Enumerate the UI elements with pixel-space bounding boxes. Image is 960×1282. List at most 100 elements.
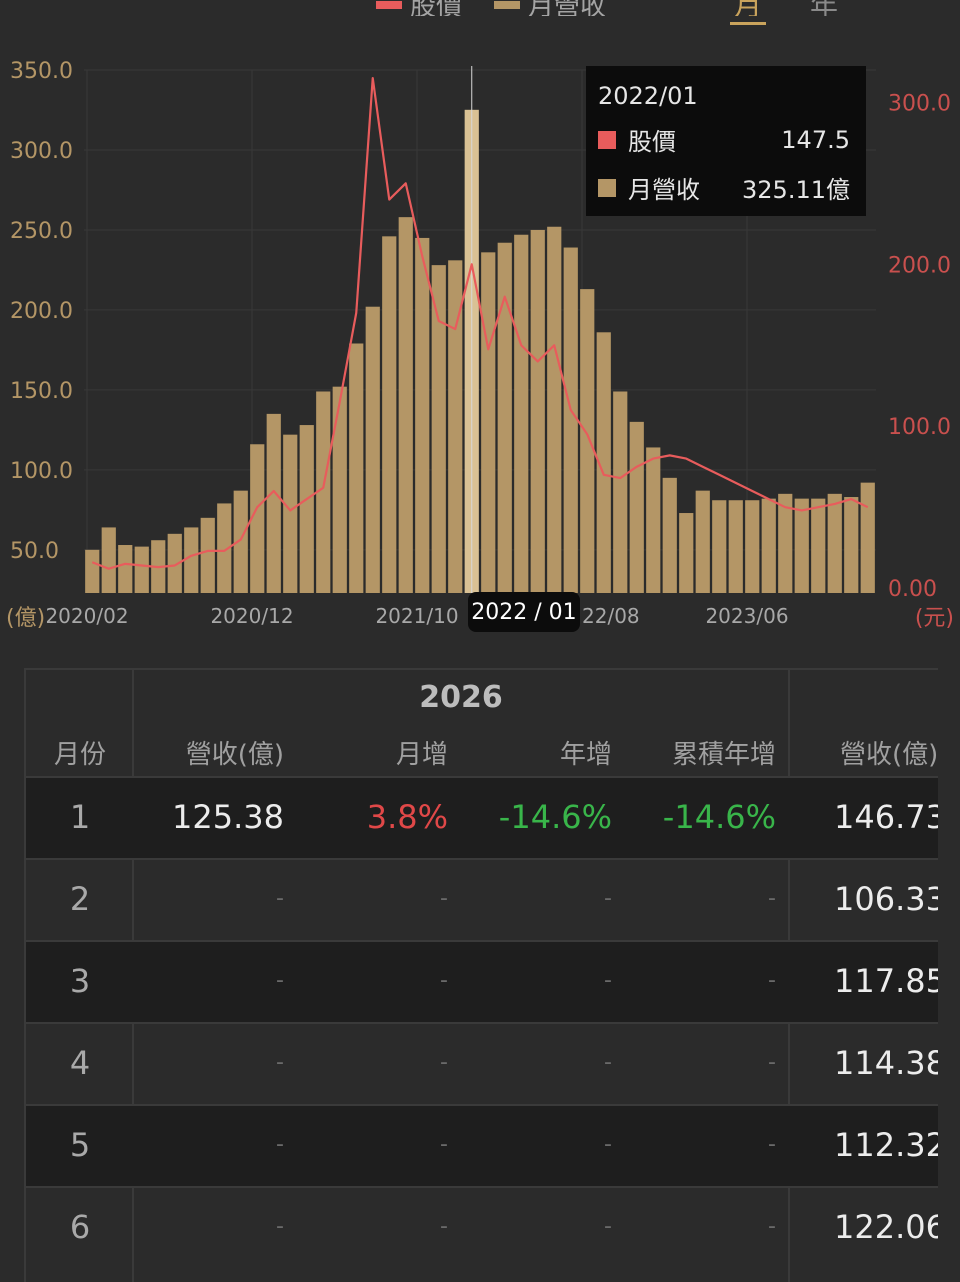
revenue-bar[interactable]	[596, 332, 611, 593]
revenue-bar[interactable]	[646, 447, 661, 593]
revenue-bar[interactable]	[431, 265, 446, 593]
right-axis-tick-label: 0.00	[888, 577, 937, 602]
revenue-bar[interactable]	[283, 434, 298, 593]
x-axis-tick-label: 2020/12	[210, 604, 293, 628]
cell-month: 2	[69, 880, 91, 918]
header-yoy[interactable]: 年增	[559, 740, 612, 770]
cell-yoy: -	[604, 1214, 612, 1239]
revenue-bar[interactable]	[497, 242, 512, 593]
revenue-bar[interactable]	[184, 527, 199, 593]
revenue-bar[interactable]	[580, 289, 595, 593]
revenue-bar[interactable]	[547, 226, 562, 594]
price-line	[91, 76, 869, 570]
header-month: 月份	[53, 740, 106, 770]
revenue-bar[interactable]	[233, 490, 248, 593]
revenue-bar[interactable]	[844, 497, 859, 593]
table-row[interactable]: 5 - - - - 112.32	[26, 1104, 938, 1186]
legend-price-swatch	[376, 0, 402, 9]
cell-revenue: -	[276, 968, 284, 993]
tooltip-price-swatch	[598, 130, 616, 149]
tooltip-price-label: 股價	[628, 128, 676, 156]
revenue-bar[interactable]	[316, 391, 331, 593]
tooltip-price-value: 147.5	[781, 125, 850, 154]
top-strip: 股價 月營收 月 年	[0, 0, 960, 16]
revenue-bar[interactable]	[679, 513, 694, 593]
header-prev-revenue[interactable]: 營收(億)	[840, 740, 938, 770]
cell-cum-yoy: -	[768, 1050, 776, 1075]
revenue-bar[interactable]	[613, 391, 628, 593]
revenue-bar[interactable]	[101, 527, 116, 593]
revenue-bar[interactable]	[134, 546, 149, 593]
revenue-bar[interactable]	[217, 503, 232, 593]
selected-date-pill: 2022 / 01	[468, 592, 580, 632]
revenue-bar[interactable]	[745, 500, 760, 593]
revenue-bar[interactable]	[728, 500, 743, 593]
tab-year[interactable]: 年	[810, 0, 838, 16]
revenue-bar[interactable]	[448, 260, 463, 593]
header-cum-yoy[interactable]: 累積年增	[671, 740, 776, 770]
revenue-bar[interactable]	[695, 490, 710, 593]
table-row[interactable]: 4 - - - - 114.38	[26, 1022, 938, 1104]
revenue-price-chart[interactable]: 50.0 100.0 150.0 200.0 250.0 300.0 350.0 0.00 10…	[0, 40, 960, 640]
revenue-bar[interactable]	[415, 237, 430, 593]
table-row[interactable]: 3 - - - - 117.85	[26, 940, 938, 1022]
revenue-bar[interactable]	[118, 545, 133, 593]
cell-prev-revenue: 114.38	[834, 1044, 938, 1082]
right-axis-tick-label: 300.0	[888, 91, 951, 116]
left-axis-unit-label: (億)	[6, 606, 45, 631]
revenue-bar[interactable]	[382, 236, 397, 593]
revenue-bar[interactable]	[514, 234, 529, 593]
revenue-bar[interactable]	[167, 533, 182, 593]
legend-price-label: 股價	[410, 0, 463, 16]
table-row[interactable]: 1 125.38 3.8% -14.6% -14.6% 146.73	[26, 776, 938, 858]
table-row-divider	[26, 940, 938, 942]
left-axis-tick-label: 100.0	[10, 459, 73, 484]
table-row-divider	[26, 858, 938, 860]
legend-revenue[interactable]: 月營收	[494, 0, 606, 16]
left-axis-tick-label: 150.0	[10, 379, 73, 404]
revenue-bar[interactable]	[761, 498, 776, 593]
revenue-bar[interactable]	[349, 343, 364, 593]
revenue-bar[interactable]	[563, 247, 578, 593]
revenue-bar[interactable]	[629, 421, 644, 593]
cell-month: 4	[69, 1044, 91, 1082]
cell-mom: -	[440, 1214, 448, 1239]
revenue-bar[interactable]	[398, 217, 413, 593]
revenue-bar[interactable]	[530, 229, 545, 593]
tab-month[interactable]: 月	[734, 0, 762, 16]
cell-month: 6	[69, 1208, 91, 1246]
right-axis-tick-label: 200.0	[888, 253, 951, 278]
cell-yoy: -14.6%	[498, 798, 612, 836]
header-mom[interactable]: 月增	[395, 740, 448, 770]
table-row-divider	[26, 1186, 938, 1188]
revenue-bar[interactable]	[860, 482, 875, 593]
revenue-bar[interactable]	[712, 500, 727, 593]
revenue-bar[interactable]	[778, 493, 793, 593]
revenue-bar[interactable]	[266, 413, 281, 593]
revenue-bar[interactable]	[827, 493, 842, 593]
cell-yoy: -	[604, 968, 612, 993]
revenue-bar[interactable]	[662, 477, 677, 593]
revenue-bar[interactable]	[481, 252, 496, 594]
cell-prev-revenue: 122.06	[834, 1208, 938, 1246]
table-row-divider	[26, 776, 938, 778]
legend-price[interactable]: 股價	[376, 0, 462, 16]
table-row[interactable]: 2 - - - - 106.33	[26, 858, 938, 940]
header-revenue[interactable]: 營收(億)	[185, 740, 284, 770]
cell-yoy: -	[604, 1132, 612, 1157]
revenue-bar[interactable]	[250, 444, 265, 593]
left-axis-tick-label: 250.0	[10, 219, 73, 244]
revenue-bar[interactable]	[200, 517, 215, 593]
table-row[interactable]: 6 - - - - 122.06	[26, 1186, 938, 1268]
tooltip-date: 2022/01	[598, 82, 698, 110]
revenue-bar[interactable]	[332, 386, 347, 593]
legend-revenue-swatch	[494, 0, 520, 9]
revenue-bar[interactable]	[299, 425, 314, 593]
revenue-bar[interactable]	[811, 498, 826, 593]
revenue-bar[interactable]	[365, 306, 380, 593]
cell-cum-yoy: -	[768, 1214, 776, 1239]
left-axis-tick-label: 200.0	[10, 299, 73, 324]
cell-month: 3	[69, 962, 91, 1000]
revenue-bar[interactable]	[85, 549, 100, 593]
revenue-bar[interactable]	[794, 498, 809, 593]
